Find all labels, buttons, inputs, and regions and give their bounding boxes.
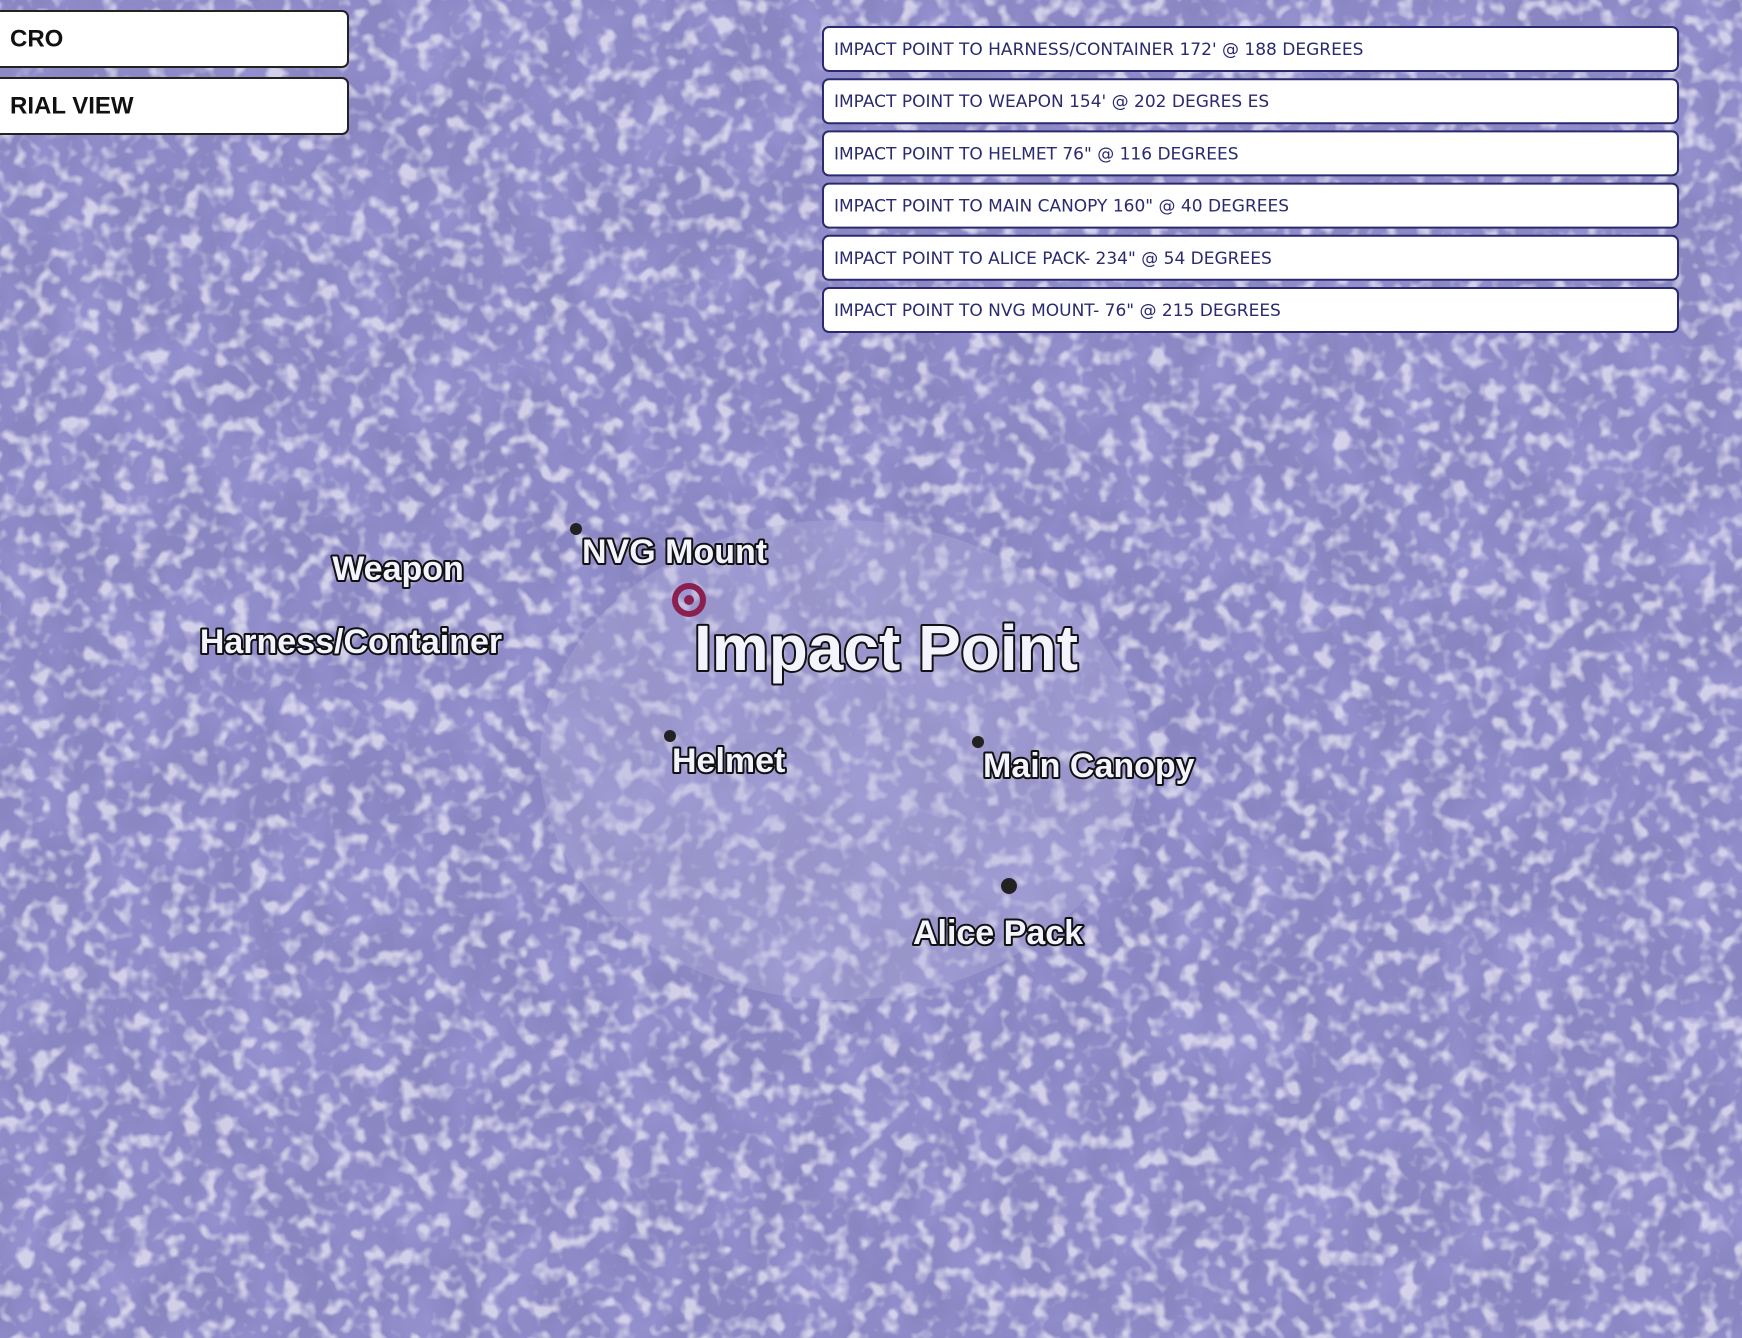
header-boxes: CRO RIAL VIEW: [0, 10, 349, 135]
header-text: CRO: [10, 25, 63, 52]
map-label: Helmet: [672, 742, 785, 780]
info-text: IMPACT POINT TO ALICE PACK- 234" @ 54 DE…: [834, 249, 1272, 269]
header-text: RIAL VIEW: [10, 92, 134, 119]
info-text: IMPACT POINT TO HARNESS/CONTAINER 172' @…: [834, 40, 1363, 60]
info-box: [822, 287, 1679, 333]
map-label: NVG Mount: [582, 533, 767, 571]
map-label: Weapon: [332, 550, 464, 588]
marker: [664, 730, 676, 742]
info-text: IMPACT POINT TO NVG MOUNT- 76" @ 215 DEG…: [834, 301, 1281, 321]
map-labels: Weapon Harness/Container NVG Mount Impac…: [198, 531, 1197, 954]
header-box: [0, 10, 349, 68]
info-text: IMPACT POINT TO HELMET 76" @ 116 DEGREES: [834, 144, 1239, 164]
impact-label: Impact Point: [694, 612, 1078, 684]
info-box: [822, 78, 1679, 125]
impact-marker: [672, 583, 706, 617]
clearing: [540, 520, 1140, 1000]
map-label: Main Canopy: [983, 747, 1195, 785]
info-text: IMPACT POINT TO MAIN CANOPY 160" @ 40 DE…: [834, 197, 1289, 217]
header-box: [0, 77, 349, 135]
impact-marker-center: [684, 595, 694, 605]
info-box: [822, 182, 1679, 229]
marker: [1001, 878, 1017, 894]
info-text: IMPACT POINT TO WEAPON 154' @ 202 DEGRES…: [834, 92, 1269, 112]
info-box: [822, 26, 1679, 72]
map-label: Harness/Container: [200, 623, 502, 661]
marker: [972, 736, 984, 748]
info-box: [822, 130, 1679, 177]
info-box: [822, 234, 1679, 281]
info-boxes: IMPACT POINT TO HARNESS/CONTAINER 172' @…: [822, 26, 1679, 333]
map-markers: [570, 523, 1017, 894]
marker: [570, 523, 582, 535]
map-label: Alice Pack: [913, 914, 1083, 952]
